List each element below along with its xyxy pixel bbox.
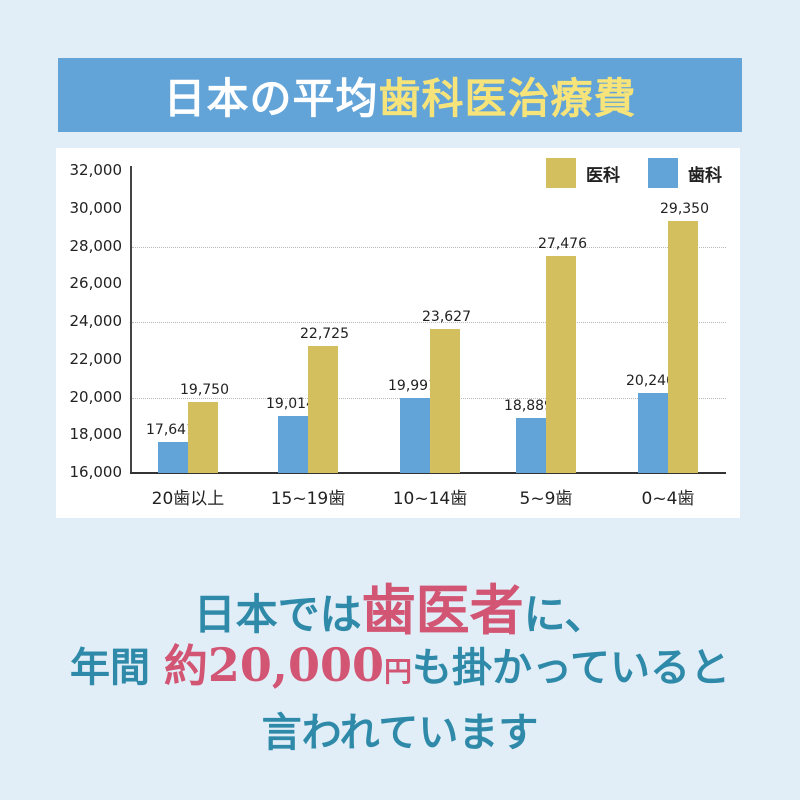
caption-text: 年間: [69, 645, 164, 691]
title-text-part2: 歯科医治療費: [378, 73, 637, 123]
caption-text: に、: [523, 590, 607, 639]
value-label: 23,627: [422, 309, 471, 326]
legend-swatch-dental: [648, 158, 678, 188]
caption-highlight-yen: 円: [383, 655, 412, 688]
value-label: 22,725: [300, 326, 349, 343]
legend-label-medical: 医科: [586, 165, 620, 186]
y-tick-label: 28,000: [69, 236, 123, 255]
bar-dental: [158, 442, 188, 473]
bar-medical: [188, 402, 218, 473]
y-tick-label: 32,000: [69, 161, 123, 179]
value-label: 18,889: [504, 398, 553, 415]
gridline: [132, 246, 726, 248]
value-label: 27,476: [538, 236, 587, 253]
caption-text: も掛かっていると: [412, 645, 730, 691]
x-axis: [130, 472, 726, 474]
x-tick-label: 0~4歯: [641, 489, 695, 509]
title-text-part1: 日本の平均: [163, 73, 379, 123]
caption-text: 日本では: [193, 590, 362, 639]
value-label: 29,350: [660, 201, 709, 218]
y-tick-label: 24,000: [69, 312, 123, 330]
value-label: 20,240: [626, 372, 675, 389]
value-label: 17,641: [146, 422, 195, 439]
y-tick-label: 22,000: [69, 349, 123, 368]
bar-dental: [400, 397, 430, 473]
gridline: [132, 322, 726, 323]
bar-dental: [638, 392, 668, 473]
x-tick-label: 20歯以上: [151, 489, 225, 509]
caption-line-3: 言われています: [261, 710, 539, 756]
y-tick-label: 18,000: [69, 425, 123, 444]
value-label: 19,750: [180, 382, 229, 399]
legend-swatch-medical: [546, 158, 576, 188]
caption-highlight-approx: 約: [163, 641, 208, 692]
bar-dental: [516, 418, 546, 473]
title-banner: 日本の平均 歯科医治療費: [58, 58, 742, 132]
bar-medical: [430, 329, 460, 473]
caption-highlight-amount: 20,000: [207, 638, 384, 692]
x-tick-label: 15~19歯: [270, 489, 346, 509]
caption-highlight-dentist: 歯医者: [361, 579, 524, 642]
caption-line-1: 日本では歯医者に、: [0, 566, 800, 645]
chart-panel: 医科 歯科 32,000 30,000 28,000 26,000 24,000 22,0…: [56, 148, 740, 518]
y-tick-label: 20,000: [69, 387, 123, 406]
bar-medical: [546, 256, 576, 473]
y-tick-label: 26,000: [69, 274, 123, 293]
value-label: 19,014: [266, 396, 315, 413]
x-tick-label: 10~14歯: [392, 489, 468, 509]
y-axis: [130, 166, 132, 474]
y-tick-label: 30,000: [69, 198, 123, 217]
value-label: 19,991: [388, 377, 437, 394]
y-tick-label: 16,000: [69, 463, 123, 481]
bar-dental: [278, 416, 308, 473]
x-tick-label: 5~9歯: [519, 489, 573, 509]
bar-medical: [308, 346, 338, 473]
chart-legend: 医科 歯科: [546, 158, 722, 188]
caption-line-2: 年間 約20,000円も掛かっていると: [0, 630, 800, 694]
bar-medical: [668, 221, 698, 473]
legend-label-dental: 歯科: [688, 165, 722, 186]
